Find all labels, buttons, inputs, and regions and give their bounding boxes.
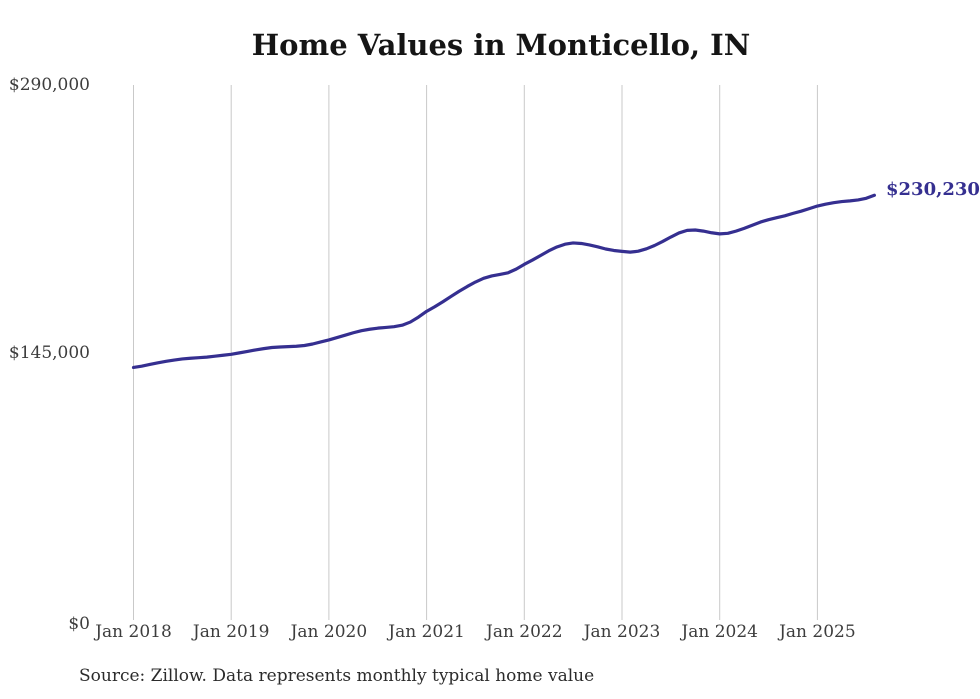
x-axis-tick-label: Jan 2018 — [95, 622, 172, 642]
x-axis-tick-label: Jan 2020 — [290, 622, 368, 642]
home-value-line — [131, 193, 876, 370]
y-axis-tick-label: $0 — [68, 614, 90, 634]
x-axis-tick-label: Jan 2021 — [388, 622, 465, 642]
x-axis-tick-label: Jan 2019 — [192, 622, 270, 642]
chart-title: Home Values in Monticello, IN — [251, 28, 751, 62]
y-axis-tick-label: $145,000 — [8, 342, 90, 363]
y-axis-tick-label: $290,000 — [8, 75, 90, 95]
x-axis-tick-label: Jan 2025 — [779, 622, 856, 642]
x-axis-tick-label: Jan 2024 — [681, 622, 758, 642]
x-axis-tick-label: Jan 2023 — [583, 622, 661, 642]
latest-value-label: $230,230 — [886, 179, 980, 200]
vertical-gridlines — [133, 85, 818, 620]
source-note: Source: Zillow. Data represents monthly … — [79, 666, 595, 686]
x-axis-tick-label: Jan 2022 — [486, 622, 563, 642]
